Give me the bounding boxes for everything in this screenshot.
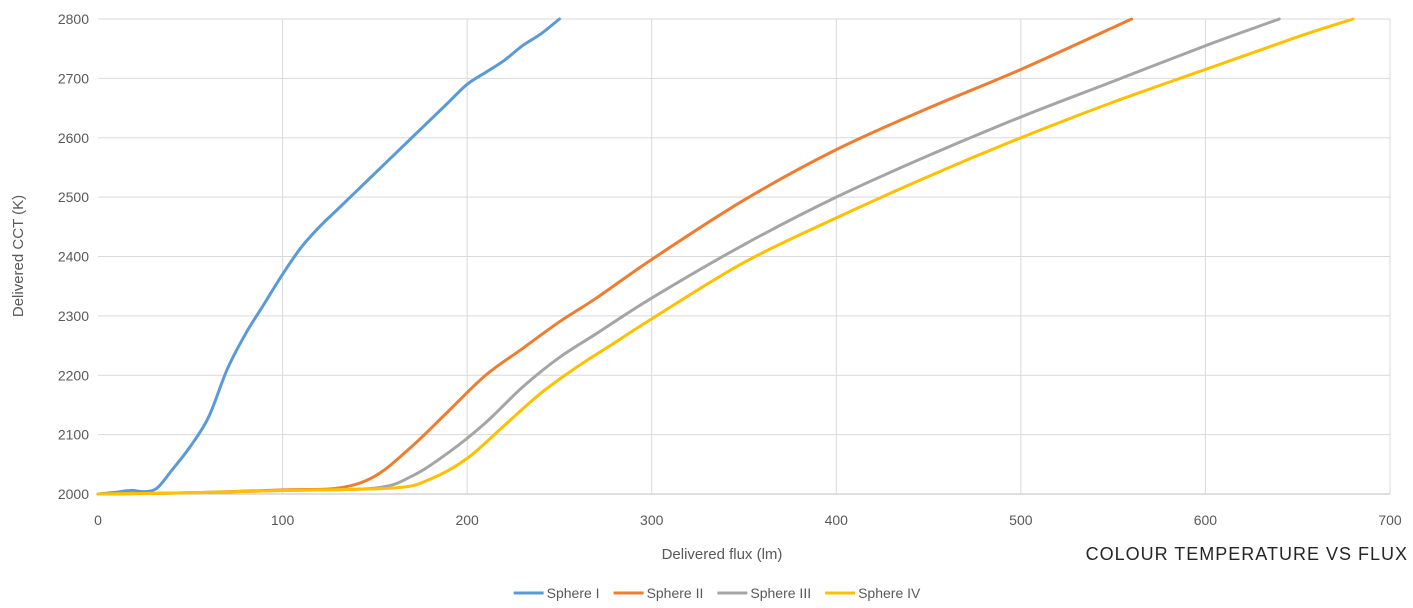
y-tick-label: 2100: [58, 427, 89, 443]
y-tick-label: 2400: [58, 249, 89, 265]
series-line-1: [96, 17, 561, 496]
y-tick-label: 2500: [58, 189, 89, 205]
y-tick-label: 2000: [58, 486, 89, 502]
y-tick-label: 2200: [58, 367, 89, 383]
y-tick-label: 2600: [58, 130, 89, 146]
legend-label-3: Sphere III: [750, 585, 811, 601]
x-axis-title: Delivered flux (lm): [662, 546, 783, 563]
legend: Sphere I Sphere II Sphere III Sphere IV: [513, 585, 921, 601]
y-tick-label: 2700: [58, 70, 89, 86]
legend-label-4: Sphere IV: [858, 585, 921, 601]
y-tick-label: 2300: [58, 308, 89, 324]
y-tick-label: 2800: [58, 11, 89, 27]
x-tick-label: 200: [455, 512, 479, 528]
x-tick-label: 400: [825, 512, 849, 528]
chart-title: COLOUR TEMPERATURE VS FLUX: [1086, 544, 1408, 564]
series-line-4: [96, 17, 1355, 496]
x-tick-label: 100: [271, 512, 295, 528]
legend-label-2: Sphere II: [647, 585, 704, 601]
x-tick-label: 700: [1378, 512, 1402, 528]
x-axis-ticks: 0 100 200 300 400 500 600 700: [94, 512, 1402, 528]
plot-area: [96, 17, 1355, 496]
y-axis-title: Delivered CCT (K): [10, 195, 27, 317]
gridlines: [98, 18, 1391, 495]
x-tick-label: 0: [94, 512, 102, 528]
x-tick-label: 300: [640, 512, 664, 528]
x-tick-label: 500: [1009, 512, 1033, 528]
legend-label-1: Sphere I: [547, 585, 600, 601]
x-tick-label: 600: [1194, 512, 1218, 528]
y-axis-ticks: 2000 2100 2200 2300 2400 2500 2600 2700 2800: [58, 11, 89, 502]
